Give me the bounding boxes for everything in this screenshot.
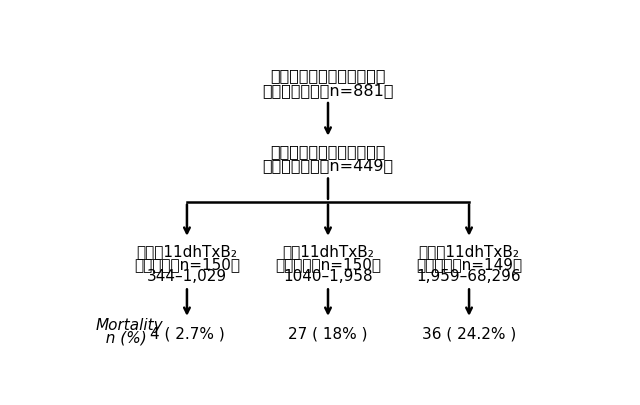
Text: 使用阿司匹林治疗的稳定型: 使用阿司匹林治疗的稳定型 xyxy=(270,68,386,83)
Text: 较高的11dhTxB₂: 较高的11dhTxB₂ xyxy=(419,243,520,258)
Text: 1,959–68,296: 1,959–68,296 xyxy=(417,269,522,283)
Text: 盲化抽象的随机样品和盲化: 盲化抽象的随机样品和盲化 xyxy=(270,143,386,158)
Text: 344–1,029: 344–1,029 xyxy=(147,269,227,283)
Text: 27 ( 18% ): 27 ( 18% ) xyxy=(288,325,368,340)
Text: 三分位数（n=149）: 三分位数（n=149） xyxy=(416,256,522,271)
Text: 1040–1,958: 1040–1,958 xyxy=(283,269,373,283)
Text: 36 ( 24.2% ): 36 ( 24.2% ) xyxy=(422,325,516,340)
Text: 4 ( 2.7% ): 4 ( 2.7% ) xyxy=(150,325,225,340)
Text: 三分位数（n=150）: 三分位数（n=150） xyxy=(275,256,381,271)
Text: Mortality: Mortality xyxy=(95,318,163,333)
Text: 三分位数（n=150）: 三分位数（n=150） xyxy=(134,256,240,271)
Text: 中等11dhTxB₂: 中等11dhTxB₂ xyxy=(282,243,374,258)
Text: 冠脉疾病患者（n=881）: 冠脉疾病患者（n=881） xyxy=(262,83,394,98)
Text: 较低的11dhTxB₂: 较低的11dhTxB₂ xyxy=(136,243,237,258)
Text: n (%): n (%) xyxy=(95,330,147,345)
Text: 的实验室分析（n=449）: 的实验室分析（n=449） xyxy=(262,158,394,173)
